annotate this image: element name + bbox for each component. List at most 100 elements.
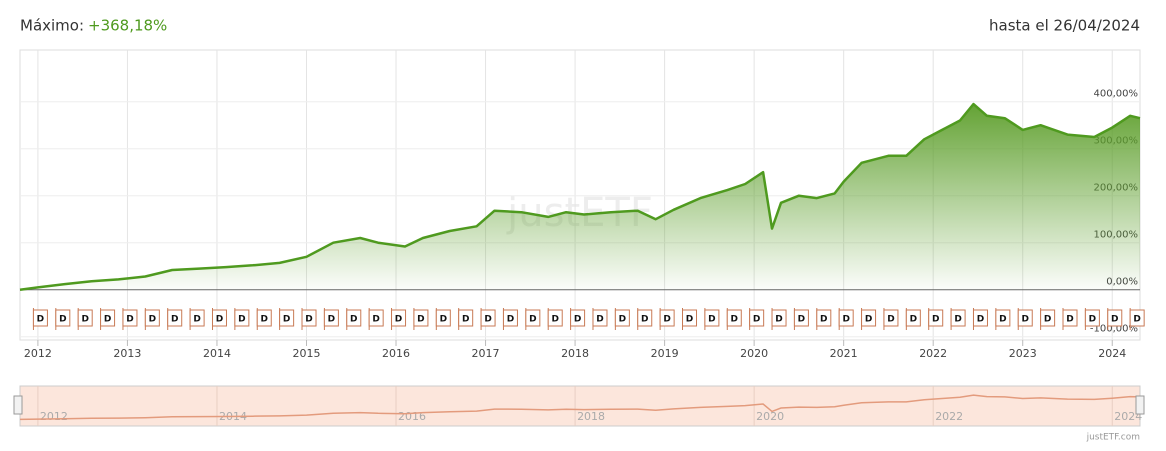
dividend-label: D [708, 315, 715, 325]
dividend-label: D [328, 315, 335, 325]
x-tick-label: 2013 [113, 347, 141, 360]
x-tick-label: 2018 [561, 347, 589, 360]
dividend-label: D [1044, 315, 1051, 325]
dividend-label: D [305, 315, 312, 325]
dividend-flag [861, 309, 877, 327]
navigator-tick-label: 2018 [577, 410, 605, 423]
dividend-flag [793, 309, 809, 327]
dividend-label: D [641, 315, 648, 325]
dividend-label: D [37, 315, 44, 325]
dividend-flag [749, 309, 765, 327]
x-tick-label: 2016 [382, 347, 410, 360]
dividend-label: D [775, 315, 782, 325]
dividend-flag [659, 309, 675, 327]
dividend-label: D [596, 315, 603, 325]
dividend-label: D [977, 315, 984, 325]
dividend-label: D [417, 315, 424, 325]
x-tick-label: 2023 [1009, 347, 1037, 360]
dividend-flag [547, 309, 563, 327]
dividend-label: D [126, 315, 133, 325]
dividend-label: D [261, 315, 268, 325]
dividend-flag [368, 309, 384, 327]
x-tick-label: 2014 [203, 347, 231, 360]
max-value: +368,18% [88, 17, 167, 35]
dividend-flag [100, 309, 116, 327]
dividend-flag [323, 309, 339, 327]
dividend-flag [726, 309, 742, 327]
navigator-handle[interactable] [13, 395, 23, 415]
dividend-label: D [954, 315, 961, 325]
dividend-flag [301, 309, 317, 327]
dividend-flag [32, 309, 48, 327]
dividend-flag [771, 309, 787, 327]
dividend-label: D [216, 315, 223, 325]
x-tick-label: 2024 [1098, 347, 1126, 360]
dividend-label: D [887, 315, 894, 325]
dividend-label: D [171, 315, 178, 325]
dividend-label: D [932, 315, 939, 325]
dividend-label: D [663, 315, 670, 325]
line [19, 102, 1141, 291]
dividend-flag [279, 309, 295, 327]
dividend-label: D [1133, 315, 1140, 325]
dividend-flag [346, 309, 362, 327]
x-tick-label: 2017 [472, 347, 500, 360]
dividend-flag [838, 309, 854, 327]
navigator-tick-label: 2012 [40, 410, 68, 423]
navigator-tick-label: 2020 [756, 410, 784, 423]
credit: justETF.com [1086, 433, 1140, 443]
dividend-label: D [238, 315, 245, 325]
dividend-flag [950, 309, 966, 327]
dividend-label: D [372, 315, 379, 325]
y-tick-label: -100,00% [1090, 324, 1138, 335]
dividend-label: D [59, 315, 66, 325]
dividend-label: D [462, 315, 469, 325]
dividend-flag [1062, 309, 1078, 327]
dividend-label: D [283, 315, 290, 325]
dividend-flag [682, 309, 698, 327]
dividend-flag [928, 309, 944, 327]
x-tick-label: 2022 [919, 347, 947, 360]
dividend-label: D [731, 315, 738, 325]
dividend-label: D [574, 315, 581, 325]
dividend-flag [256, 309, 272, 327]
dividend-flag [972, 309, 988, 327]
dividend-label: D [753, 315, 760, 325]
x-tick-label: 2012 [24, 347, 52, 360]
dividend-label: D [350, 315, 357, 325]
dividend-flag [592, 309, 608, 327]
dividend-flag [502, 309, 518, 327]
dividend-flag [480, 309, 496, 327]
dividend-flag [413, 309, 429, 327]
dividend-label: D [798, 315, 805, 325]
x-tick-label: 2020 [740, 347, 768, 360]
navigator-tick-label: 2024 [1114, 410, 1142, 423]
dividend-flag [995, 309, 1011, 327]
dividend-flag [637, 309, 653, 327]
dividend-label: D [999, 315, 1006, 325]
dividend-label: D [1111, 315, 1118, 325]
x-tick-label: 2021 [830, 347, 858, 360]
dividend-label: D [193, 315, 200, 325]
dividend-label: D [149, 315, 156, 325]
chart-title: Máximo: [20, 17, 84, 35]
dividend-flag [905, 309, 921, 327]
dividend-label: D [865, 315, 872, 325]
navigator-handle[interactable] [1135, 395, 1145, 415]
dividend-label: D [395, 315, 402, 325]
navigator-line [19, 394, 1141, 421]
x-tick-label: 2015 [292, 347, 320, 360]
date-note: hasta el 26/04/2024 [989, 17, 1140, 35]
dividend-label: D [619, 315, 626, 325]
dividend-label: D [440, 315, 447, 325]
dividend-label: D [686, 315, 693, 325]
x-tick-label: 2019 [651, 347, 679, 360]
dividend-flag [122, 309, 138, 327]
dividend-flag [704, 309, 720, 327]
dividend-flag [1107, 309, 1123, 327]
dividend-flag [234, 309, 250, 327]
dividend-label: D [104, 315, 111, 325]
dividend-label: D [1066, 315, 1073, 325]
dividend-flag [167, 309, 183, 327]
